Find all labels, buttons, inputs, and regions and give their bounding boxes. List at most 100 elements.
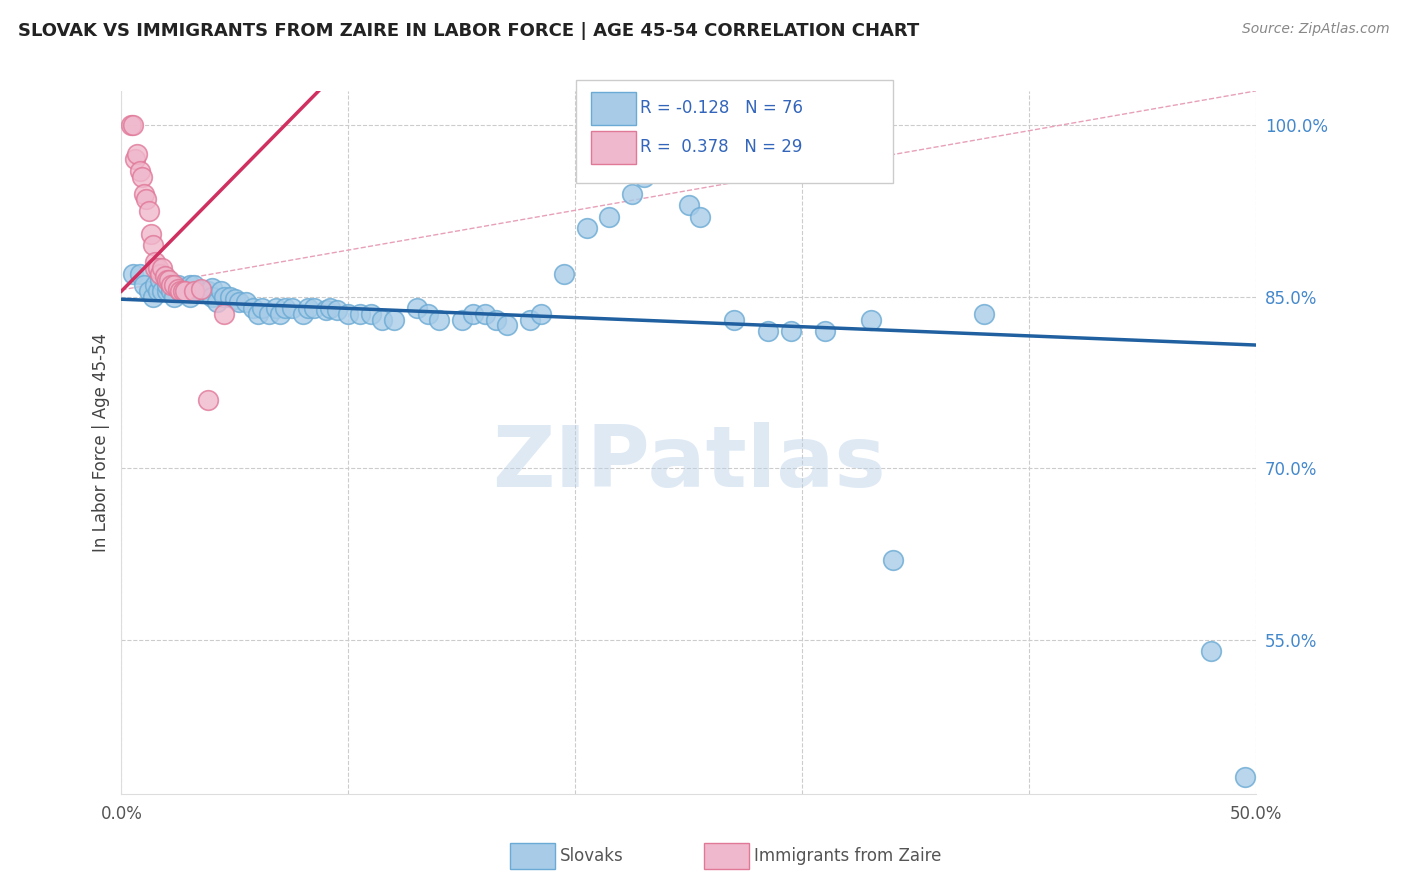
Point — [382, 312, 405, 326]
Point — [146, 261, 169, 276]
Point — [678, 198, 700, 212]
Point — [121, 267, 143, 281]
Point — [138, 284, 160, 298]
Point — [297, 301, 319, 315]
Point — [621, 186, 644, 201]
Text: ZIPatlas: ZIPatlas — [492, 422, 886, 505]
Point — [689, 210, 711, 224]
Point — [246, 307, 269, 321]
Point — [174, 284, 197, 298]
Text: Immigrants from Zaire: Immigrants from Zaire — [754, 847, 941, 865]
Point — [157, 272, 180, 286]
Point — [371, 312, 394, 326]
Point — [169, 284, 191, 298]
Point — [416, 307, 439, 321]
Point — [575, 221, 598, 235]
Point — [197, 284, 219, 298]
Text: Slovaks: Slovaks — [560, 847, 623, 865]
Point — [205, 295, 228, 310]
Text: SLOVAK VS IMMIGRANTS FROM ZAIRE IN LABOR FORCE | AGE 45-54 CORRELATION CHART: SLOVAK VS IMMIGRANTS FROM ZAIRE IN LABOR… — [18, 22, 920, 40]
Point — [172, 284, 194, 298]
Point — [530, 307, 553, 321]
Point — [160, 278, 183, 293]
Point — [187, 284, 209, 298]
Point — [212, 307, 235, 321]
Point — [209, 284, 232, 298]
Point — [179, 278, 201, 293]
Point — [138, 203, 160, 218]
Point — [145, 278, 167, 293]
Point — [149, 272, 172, 286]
Text: R =  0.378   N = 29: R = 0.378 N = 29 — [640, 138, 801, 156]
Point — [405, 301, 427, 315]
Point — [814, 324, 837, 338]
Point — [150, 261, 173, 276]
Point — [149, 267, 172, 281]
Point — [183, 278, 205, 293]
Point — [201, 290, 224, 304]
Point — [197, 392, 219, 407]
Point — [142, 238, 165, 252]
Point — [179, 290, 201, 304]
Point — [160, 284, 183, 298]
Point — [131, 169, 153, 184]
Point — [427, 312, 450, 326]
Point — [121, 118, 143, 132]
Point — [127, 146, 149, 161]
Point — [128, 267, 150, 281]
Point — [169, 284, 191, 298]
Point — [134, 186, 156, 201]
Point — [280, 301, 302, 315]
Point — [153, 269, 176, 284]
Point — [128, 164, 150, 178]
Point — [451, 312, 474, 326]
Point — [156, 278, 179, 293]
Point — [146, 284, 169, 298]
Point — [360, 307, 382, 321]
Point — [326, 303, 349, 318]
Point — [519, 312, 541, 326]
Point — [163, 278, 186, 293]
Point — [756, 324, 779, 338]
Point — [859, 312, 882, 326]
Point — [973, 307, 995, 321]
Point — [156, 272, 179, 286]
Point — [319, 301, 342, 315]
Point — [145, 261, 167, 276]
Point — [163, 290, 186, 304]
Point — [1234, 770, 1257, 784]
Point — [135, 193, 157, 207]
Point — [315, 303, 337, 318]
Point — [174, 284, 197, 298]
Point — [224, 292, 246, 306]
Text: Source: ZipAtlas.com: Source: ZipAtlas.com — [1241, 22, 1389, 37]
Point — [723, 312, 745, 326]
Point — [485, 312, 508, 326]
Point — [292, 307, 315, 321]
Point — [190, 284, 212, 298]
Point — [167, 282, 190, 296]
Point — [349, 307, 371, 321]
Point — [274, 301, 297, 315]
Point — [337, 307, 360, 321]
Point — [156, 284, 179, 298]
Y-axis label: In Labor Force | Age 45-54: In Labor Force | Age 45-54 — [93, 333, 110, 552]
Text: R = -0.128   N = 76: R = -0.128 N = 76 — [640, 99, 803, 117]
Point — [250, 301, 273, 315]
Point — [463, 307, 485, 321]
Point — [183, 284, 205, 298]
Point — [139, 227, 162, 241]
Point — [264, 301, 287, 315]
Point — [633, 169, 655, 184]
Point — [124, 153, 146, 167]
Point — [496, 318, 519, 333]
Point — [257, 307, 280, 321]
Point — [598, 210, 620, 224]
Point — [235, 295, 257, 310]
Point — [780, 324, 803, 338]
Point — [145, 255, 167, 269]
Point — [304, 301, 326, 315]
Point — [201, 280, 224, 294]
Point — [228, 295, 250, 310]
Point — [882, 553, 904, 567]
